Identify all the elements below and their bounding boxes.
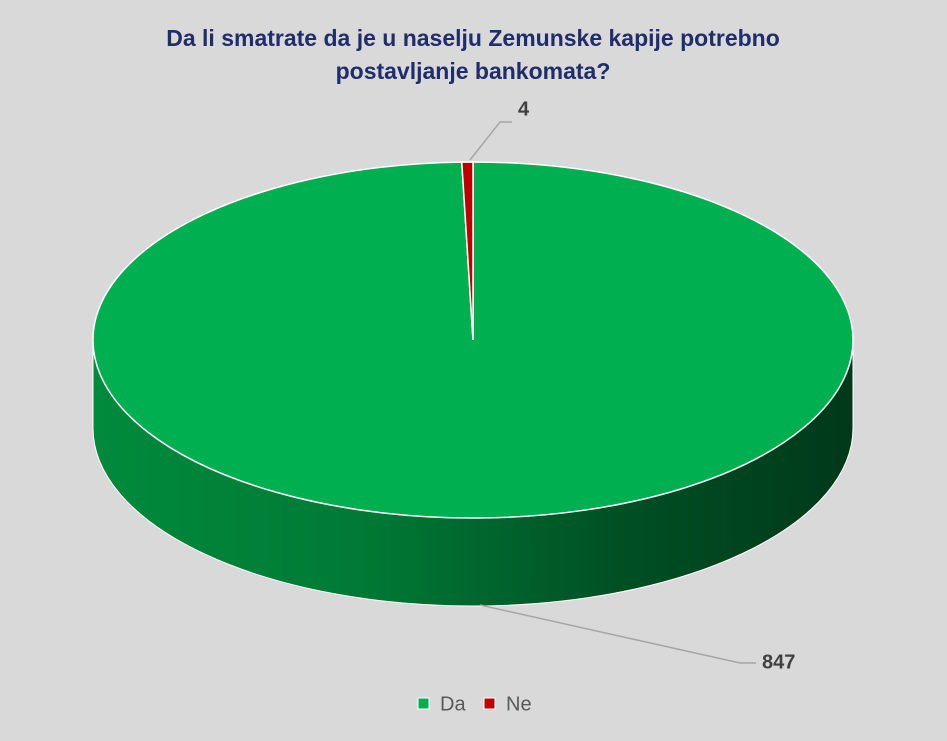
legend-label: Da xyxy=(440,693,466,715)
legend-swatch xyxy=(483,697,496,710)
data-label: 4 xyxy=(518,98,530,120)
leader-line xyxy=(479,604,756,664)
chart-title: Da li smatrate da je u naselju Zemunske … xyxy=(166,25,780,84)
data-label: 847 xyxy=(762,651,795,673)
pie-slice xyxy=(460,161,474,341)
legend-swatch xyxy=(417,697,430,710)
leader-line xyxy=(469,121,512,161)
legend-label: Ne xyxy=(506,693,532,715)
